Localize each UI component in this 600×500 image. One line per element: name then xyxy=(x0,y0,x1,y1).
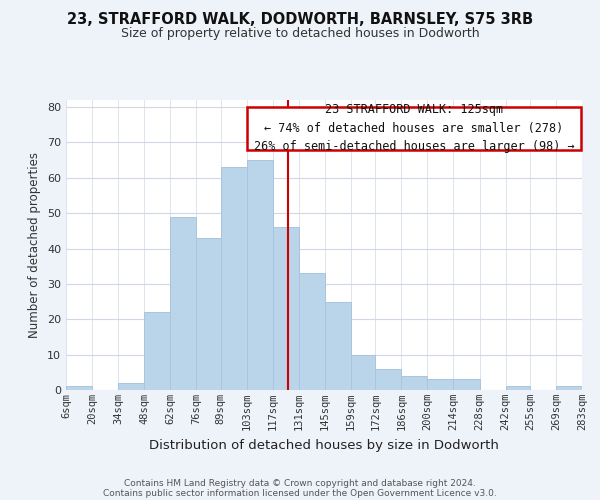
Bar xyxy=(427,380,454,390)
Bar xyxy=(556,386,582,390)
Bar xyxy=(401,376,427,390)
Y-axis label: Number of detached properties: Number of detached properties xyxy=(28,152,41,338)
Bar xyxy=(221,167,247,390)
Text: Contains public sector information licensed under the Open Government Licence v3: Contains public sector information licen… xyxy=(103,488,497,498)
Bar xyxy=(351,354,375,390)
Bar xyxy=(454,380,479,390)
Text: Size of property relative to detached houses in Dodworth: Size of property relative to detached ho… xyxy=(121,28,479,40)
Bar xyxy=(247,160,273,390)
Bar xyxy=(196,238,221,390)
Bar xyxy=(506,386,530,390)
Text: 23, STRAFFORD WALK, DODWORTH, BARNSLEY, S75 3RB: 23, STRAFFORD WALK, DODWORTH, BARNSLEY, … xyxy=(67,12,533,28)
Bar xyxy=(375,369,401,390)
Bar xyxy=(144,312,170,390)
FancyBboxPatch shape xyxy=(247,107,581,150)
Bar xyxy=(66,386,92,390)
Bar xyxy=(273,228,299,390)
Text: Contains HM Land Registry data © Crown copyright and database right 2024.: Contains HM Land Registry data © Crown c… xyxy=(124,478,476,488)
Bar xyxy=(170,216,196,390)
X-axis label: Distribution of detached houses by size in Dodworth: Distribution of detached houses by size … xyxy=(149,438,499,452)
Bar xyxy=(118,383,144,390)
Bar xyxy=(325,302,351,390)
Text: 23 STRAFFORD WALK: 125sqm
← 74% of detached houses are smaller (278)
26% of semi: 23 STRAFFORD WALK: 125sqm ← 74% of detac… xyxy=(254,104,574,154)
Bar xyxy=(299,274,325,390)
